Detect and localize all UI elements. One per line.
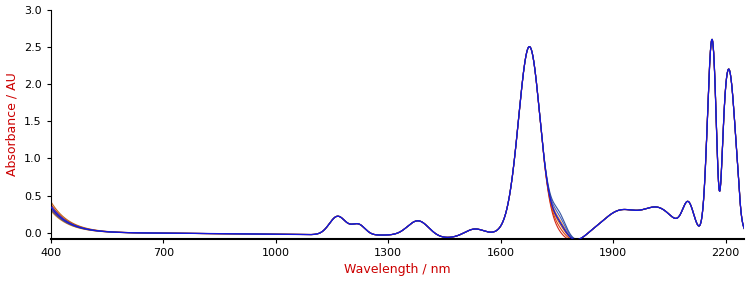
Y-axis label: Absorbance / AU: Absorbance / AU	[5, 72, 19, 176]
X-axis label: Wavelength / nm: Wavelength / nm	[344, 263, 451, 276]
